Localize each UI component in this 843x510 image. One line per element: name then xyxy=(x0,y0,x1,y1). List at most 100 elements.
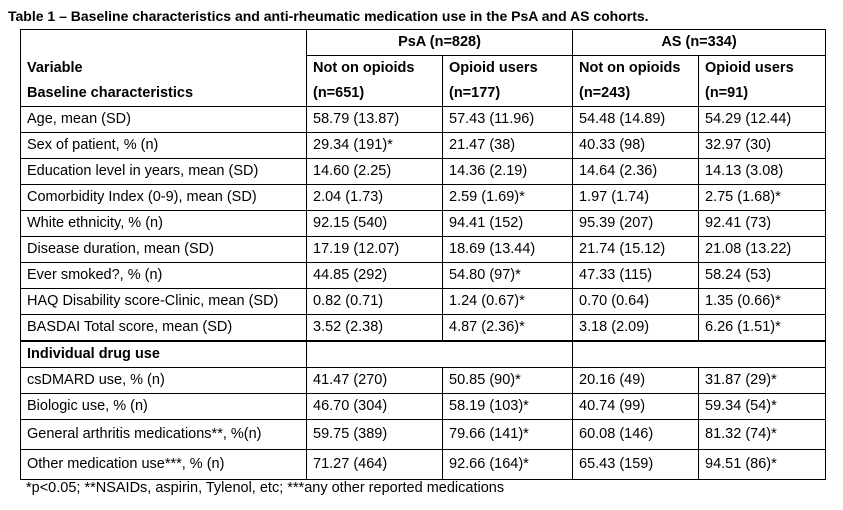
table-cell: 6.26 (1.51)* xyxy=(698,314,826,342)
table-cell: 3.18 (2.09) xyxy=(572,314,699,342)
table-cell: 14.36 (2.19) xyxy=(442,158,573,185)
table-footnote: *p<0.05; **NSAIDs, aspirin, Tylenol, etc… xyxy=(26,480,505,496)
section-label: Individual drug use xyxy=(20,340,307,368)
row-label: White ethnicity, % (n) xyxy=(20,210,307,237)
table-cell: 54.80 (97)* xyxy=(442,262,573,289)
column-header-row-1: Variable Not on opioids Opioid users Not… xyxy=(20,55,826,81)
table-row: Biologic use, % (n) 46.70 (304) 58.19 (103… xyxy=(20,393,826,420)
table-cell: 41.47 (270) xyxy=(306,367,443,394)
table-cell: 0.70 (0.64) xyxy=(572,288,699,315)
row-label: Age, mean (SD) xyxy=(20,106,307,133)
table-cell: 46.70 (304) xyxy=(306,393,443,420)
row-label: Comorbidity Index (0-9), mean (SD) xyxy=(20,184,307,211)
table-cell: 40.74 (99) xyxy=(572,393,699,420)
row-label: General arthritis medications**, %(n) xyxy=(20,419,307,450)
section-blank xyxy=(572,340,826,368)
table-cell: 14.64 (2.36) xyxy=(572,158,699,185)
table-cell: 21.47 (38) xyxy=(442,132,573,159)
table-row: Age, mean (SD) 58.79 (13.87) 57.43 (11.96)… xyxy=(20,106,826,133)
table-cell: 92.41 (73) xyxy=(698,210,826,237)
table-cell: 59.34 (54)* xyxy=(698,393,826,420)
table-cell: 2.75 (1.68)* xyxy=(698,184,826,211)
table-cell: 65.43 (159) xyxy=(572,449,699,480)
table-row: HAQ Disability score-Clinic, mean (SD) 0.… xyxy=(20,288,826,315)
table-row: White ethnicity, % (n) 92.15 (540) 94.41 (… xyxy=(20,210,826,237)
table-cell: 71.27 (464) xyxy=(306,449,443,480)
column-header: Baseline characteristics xyxy=(20,81,307,107)
table-cell: 59.75 (389) xyxy=(306,419,443,450)
column-header: Not on opioids xyxy=(306,55,443,81)
table-cell: 94.51 (86)* xyxy=(698,449,826,480)
table-cell: 1.24 (0.67)* xyxy=(442,288,573,315)
table-cell: 79.66 (141)* xyxy=(442,419,573,450)
row-label: BASDAI Total score, mean (SD) xyxy=(20,314,307,342)
table-row: csDMARD use, % (n) 41.47 (270) 50.85 (90)*… xyxy=(20,367,826,394)
table-cell: 44.85 (292) xyxy=(306,262,443,289)
table-row: Comorbidity Index (0-9), mean (SD) 2.04 (… xyxy=(20,184,826,211)
row-label: Disease duration, mean (SD) xyxy=(20,236,307,263)
table-row: Ever smoked?, % (n) 44.85 (292) 54.80 (97)… xyxy=(20,262,826,289)
table-cell: 40.33 (98) xyxy=(572,132,699,159)
table-cell: 21.08 (13.22) xyxy=(698,236,826,263)
table-cell: 3.52 (2.38) xyxy=(306,314,443,342)
column-header: (n=651) xyxy=(306,81,443,107)
table-cell: 29.34 (191)* xyxy=(306,132,443,159)
group-header-row: PsA (n=828) AS (n=334) xyxy=(20,29,826,56)
table-cell: 54.48 (14.89) xyxy=(572,106,699,133)
table-row: BASDAI Total score, mean (SD) 3.52 (2.38)… xyxy=(20,314,826,342)
column-header: Not on opioids xyxy=(572,55,699,81)
column-header: Variable xyxy=(20,55,307,81)
table-row: Sex of patient, % (n) 29.34 (191)* 21.47 (… xyxy=(20,132,826,159)
table-cell: 95.39 (207) xyxy=(572,210,699,237)
table-row: Other medication use***, % (n) 71.27 (464… xyxy=(20,449,826,480)
table-cell: 0.82 (0.71) xyxy=(306,288,443,315)
row-label: Other medication use***, % (n) xyxy=(20,449,307,480)
section-row: Individual drug use xyxy=(20,340,826,368)
row-label: Ever smoked?, % (n) xyxy=(20,262,307,289)
table-cell: 81.32 (74)* xyxy=(698,419,826,450)
table-cell: 94.41 (152) xyxy=(442,210,573,237)
table-cell: 1.97 (1.74) xyxy=(572,184,699,211)
table-cell: 17.19 (12.07) xyxy=(306,236,443,263)
table-cell: 58.19 (103)* xyxy=(442,393,573,420)
section-blank xyxy=(306,340,573,368)
row-label: HAQ Disability score-Clinic, mean (SD) xyxy=(20,288,307,315)
table-cell: 14.60 (2.25) xyxy=(306,158,443,185)
baseline-table: PsA (n=828) AS (n=334) Variable Not on o… xyxy=(20,29,826,480)
table-row: Education level in years, mean (SD) 14.60… xyxy=(20,158,826,185)
table-cell: 92.15 (540) xyxy=(306,210,443,237)
table-cell: 14.13 (3.08) xyxy=(698,158,826,185)
table-cell: 60.08 (146) xyxy=(572,419,699,450)
table-cell: 2.59 (1.69)* xyxy=(442,184,573,211)
row-label: csDMARD use, % (n) xyxy=(20,367,307,394)
table-cell: 50.85 (90)* xyxy=(442,367,573,394)
column-header: (n=177) xyxy=(442,81,573,107)
group-header-blank xyxy=(20,29,307,56)
table-cell: 47.33 (115) xyxy=(572,262,699,289)
table-cell: 1.35 (0.66)* xyxy=(698,288,826,315)
table-row: Disease duration, mean (SD) 17.19 (12.07)… xyxy=(20,236,826,263)
column-header: Opioid users xyxy=(442,55,573,81)
group-header-psa: PsA (n=828) xyxy=(306,29,573,56)
table-caption: Table 1 – Baseline characteristics and a… xyxy=(8,8,649,24)
row-label: Biologic use, % (n) xyxy=(20,393,307,420)
table-cell: 92.66 (164)* xyxy=(442,449,573,480)
table-cell: 58.79 (13.87) xyxy=(306,106,443,133)
table-row: General arthritis medications**, %(n) 59.… xyxy=(20,419,826,450)
table-cell: 4.87 (2.36)* xyxy=(442,314,573,342)
table-cell: 57.43 (11.96) xyxy=(442,106,573,133)
row-label: Education level in years, mean (SD) xyxy=(20,158,307,185)
column-header: (n=91) xyxy=(698,81,826,107)
table-cell: 32.97 (30) xyxy=(698,132,826,159)
table-cell: 54.29 (12.44) xyxy=(698,106,826,133)
table-cell: 31.87 (29)* xyxy=(698,367,826,394)
table-cell: 18.69 (13.44) xyxy=(442,236,573,263)
group-header-as: AS (n=334) xyxy=(572,29,826,56)
table-cell: 20.16 (49) xyxy=(572,367,699,394)
table-cell: 58.24 (53) xyxy=(698,262,826,289)
row-label: Sex of patient, % (n) xyxy=(20,132,307,159)
column-header-row-2: Baseline characteristics (n=651) (n=177)… xyxy=(20,81,826,107)
table-cell: 2.04 (1.73) xyxy=(306,184,443,211)
table-cell: 21.74 (15.12) xyxy=(572,236,699,263)
column-header: (n=243) xyxy=(572,81,699,107)
